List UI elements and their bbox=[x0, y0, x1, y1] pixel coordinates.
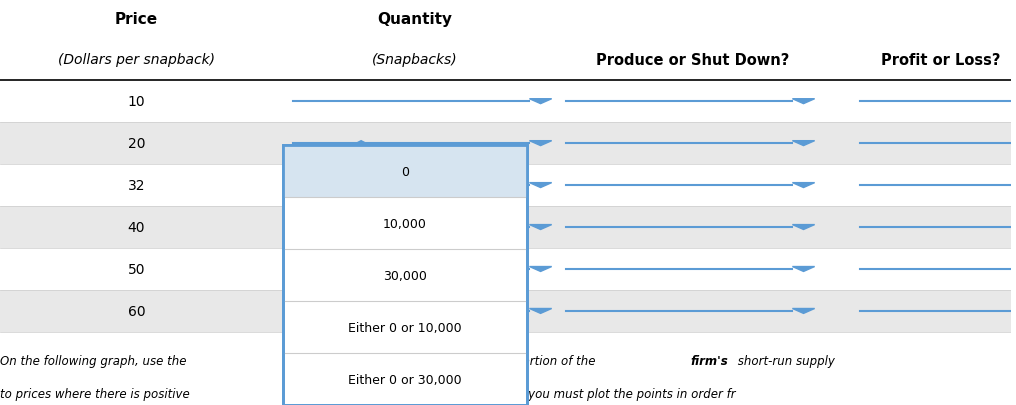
Text: Produce or Shut Down?: Produce or Shut Down? bbox=[596, 53, 789, 68]
Polygon shape bbox=[529, 267, 552, 272]
Polygon shape bbox=[792, 141, 815, 146]
Text: 40: 40 bbox=[128, 220, 145, 234]
FancyBboxPatch shape bbox=[283, 146, 526, 405]
Polygon shape bbox=[792, 309, 815, 313]
Polygon shape bbox=[529, 141, 552, 146]
Text: 32: 32 bbox=[128, 179, 145, 193]
Text: 20: 20 bbox=[128, 137, 145, 151]
Text: to prices where there is positive                                the graphing to: to prices where there is positive the gr… bbox=[0, 387, 736, 400]
Polygon shape bbox=[529, 225, 552, 230]
Polygon shape bbox=[792, 267, 815, 272]
Text: firm's: firm's bbox=[691, 354, 728, 367]
Polygon shape bbox=[792, 100, 815, 104]
Text: On the following graph, use the                                re symbol) to plo: On the following graph, use the re symbo… bbox=[0, 354, 599, 367]
Text: Quantity: Quantity bbox=[377, 12, 452, 27]
Text: Either 0 or 30,000: Either 0 or 30,000 bbox=[348, 373, 461, 386]
Text: (Snapbacks): (Snapbacks) bbox=[372, 53, 457, 66]
Text: short-run supply: short-run supply bbox=[735, 354, 835, 367]
Text: Profit or Loss?: Profit or Loss? bbox=[881, 53, 1001, 68]
FancyBboxPatch shape bbox=[0, 207, 1011, 248]
Text: Either 0 or 10,000: Either 0 or 10,000 bbox=[348, 321, 461, 334]
Polygon shape bbox=[346, 141, 375, 149]
Text: Price: Price bbox=[115, 12, 158, 27]
FancyBboxPatch shape bbox=[0, 165, 1011, 207]
FancyBboxPatch shape bbox=[0, 81, 1011, 123]
Text: 0: 0 bbox=[401, 165, 409, 178]
FancyBboxPatch shape bbox=[283, 146, 526, 198]
Polygon shape bbox=[792, 183, 815, 188]
FancyBboxPatch shape bbox=[0, 123, 1011, 165]
Polygon shape bbox=[529, 183, 552, 188]
Text: 50: 50 bbox=[128, 262, 145, 276]
Polygon shape bbox=[529, 309, 552, 313]
FancyBboxPatch shape bbox=[0, 248, 1011, 290]
Polygon shape bbox=[792, 225, 815, 230]
Text: 10: 10 bbox=[128, 95, 145, 109]
Polygon shape bbox=[529, 100, 552, 104]
Text: 10,000: 10,000 bbox=[383, 217, 427, 230]
FancyBboxPatch shape bbox=[0, 290, 1011, 332]
Text: 60: 60 bbox=[128, 304, 145, 318]
Text: (Dollars per snapback): (Dollars per snapback) bbox=[58, 53, 215, 66]
Text: 30,000: 30,000 bbox=[383, 269, 427, 282]
